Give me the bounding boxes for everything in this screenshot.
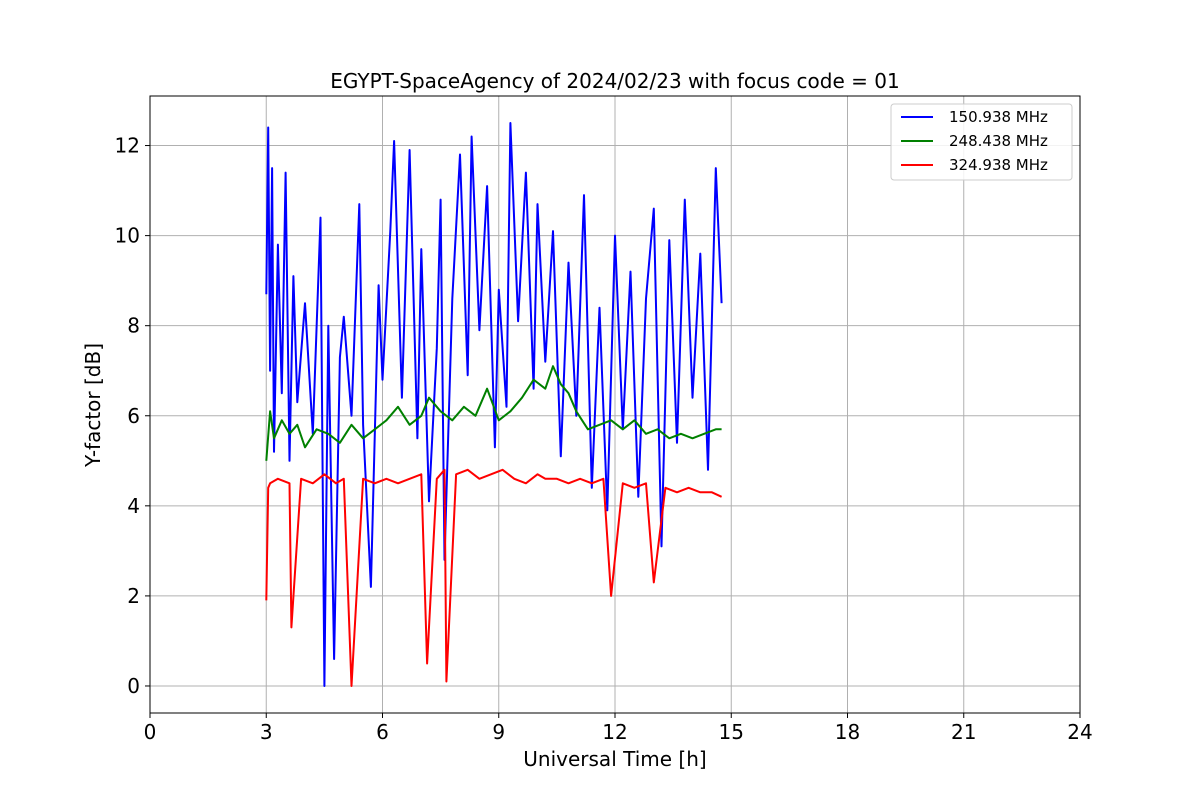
y-tick-label: 8 [127, 314, 140, 338]
legend-box [890, 103, 1073, 181]
x-tick-label: 24 [1067, 720, 1092, 744]
y-ticks: 0 2 4 6 8 10 12 [115, 134, 150, 698]
y-tick-label: 0 [127, 674, 140, 698]
legend-label-2: 248.438 MHz [949, 132, 1048, 150]
x-axis-label: Universal Time [h] [523, 747, 706, 771]
x-tick-label: 15 [719, 720, 744, 744]
x-tick-label: 18 [835, 720, 860, 744]
x-tick-label: 9 [492, 720, 505, 744]
x-tick-label: 0 [144, 720, 157, 744]
legend-label-3: 324.938 MHz [949, 156, 1048, 174]
x-tick-label: 3 [260, 720, 273, 744]
y-tick-label: 4 [127, 494, 140, 518]
x-ticks: 0 3 6 9 12 15 18 21 24 [144, 713, 1093, 744]
legend: 150.938 MHz 248.438 MHz 324.938 MHz [890, 103, 1073, 181]
y-tick-label: 6 [127, 404, 140, 428]
series-line-3 [265, 468, 723, 687]
series-line-2 [265, 365, 722, 461]
x-tick-label: 6 [376, 720, 389, 744]
x-tick-label: 21 [951, 720, 976, 744]
y-tick-label: 2 [127, 584, 140, 608]
y-tick-label: 12 [115, 134, 140, 158]
chart-title: EGYPT-SpaceAgency of 2024/02/23 with foc… [330, 69, 899, 93]
series-group [265, 122, 723, 687]
x-tick-label: 12 [602, 720, 627, 744]
y-tick-label: 10 [115, 224, 140, 248]
legend-label-1: 150.938 MHz [949, 108, 1048, 126]
y-axis-label: Y-factor [dB] [81, 343, 105, 468]
